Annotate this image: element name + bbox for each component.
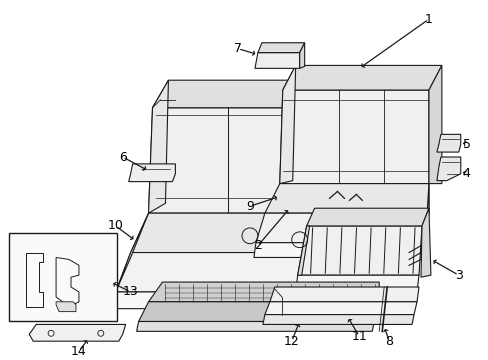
Polygon shape <box>420 208 430 277</box>
Text: 8: 8 <box>385 335 392 348</box>
Polygon shape <box>29 324 125 341</box>
Polygon shape <box>297 226 421 275</box>
Text: 11: 11 <box>351 330 366 343</box>
Polygon shape <box>138 302 379 321</box>
Polygon shape <box>255 213 428 243</box>
Text: 14: 14 <box>71 345 87 357</box>
Text: 3: 3 <box>454 269 462 282</box>
Polygon shape <box>436 157 460 181</box>
Polygon shape <box>128 164 175 182</box>
Polygon shape <box>361 80 376 213</box>
FancyBboxPatch shape <box>9 233 117 321</box>
Text: 12: 12 <box>283 335 299 348</box>
Polygon shape <box>136 321 373 331</box>
Polygon shape <box>130 213 376 253</box>
Polygon shape <box>114 292 370 309</box>
Polygon shape <box>263 315 413 324</box>
Polygon shape <box>148 80 168 213</box>
Polygon shape <box>279 90 428 184</box>
Polygon shape <box>254 53 299 68</box>
Polygon shape <box>423 184 428 243</box>
Polygon shape <box>428 66 441 184</box>
Polygon shape <box>148 108 361 213</box>
Text: 13: 13 <box>122 285 138 298</box>
Polygon shape <box>279 66 295 184</box>
Polygon shape <box>269 287 418 302</box>
Text: 4: 4 <box>462 167 470 180</box>
Text: 10: 10 <box>107 220 123 233</box>
Polygon shape <box>306 208 428 226</box>
Text: 1: 1 <box>424 13 432 26</box>
Polygon shape <box>282 66 441 90</box>
Polygon shape <box>56 302 76 312</box>
Polygon shape <box>264 302 416 315</box>
Polygon shape <box>295 275 418 292</box>
Polygon shape <box>257 43 304 53</box>
Text: 5: 5 <box>462 138 470 151</box>
Polygon shape <box>116 253 376 292</box>
Polygon shape <box>116 213 148 292</box>
Text: 6: 6 <box>119 150 126 163</box>
Polygon shape <box>299 43 304 68</box>
Polygon shape <box>253 243 423 257</box>
Text: 2: 2 <box>253 239 262 252</box>
Polygon shape <box>264 184 428 213</box>
Polygon shape <box>436 134 460 152</box>
Polygon shape <box>152 80 376 108</box>
Polygon shape <box>370 213 376 292</box>
Polygon shape <box>148 282 379 302</box>
Text: 9: 9 <box>245 200 253 213</box>
Text: 7: 7 <box>234 42 242 55</box>
Polygon shape <box>297 226 309 275</box>
